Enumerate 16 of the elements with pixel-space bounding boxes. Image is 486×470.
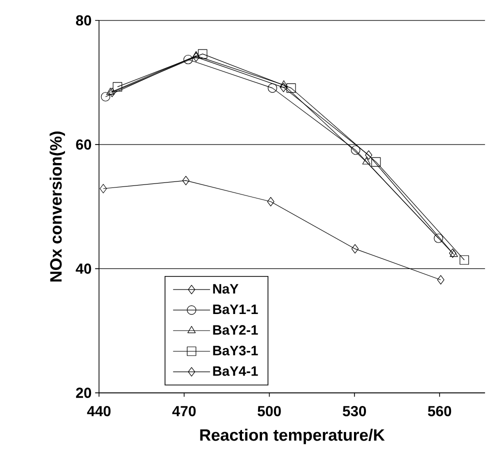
- x-axis-title: Reaction temperature/K: [200, 428, 385, 444]
- legend-label: BaY4-1: [213, 366, 258, 376]
- legend-label: BaY2-1: [213, 325, 258, 335]
- x-tick-label: 560: [428, 406, 452, 416]
- y-axis-title: NOx conversion(%): [50, 132, 66, 282]
- y-tick-label: 60: [76, 140, 92, 150]
- y-tick-label: 80: [76, 15, 92, 26]
- x-tick-label: 470: [172, 406, 196, 416]
- x-tick-label: 500: [258, 406, 281, 416]
- legend-label: BaY1-1: [213, 304, 258, 314]
- x-tick-label: 440: [87, 406, 111, 416]
- legend-label: NaY: [213, 284, 238, 294]
- y-tick-label: 20: [76, 388, 92, 398]
- x-tick-label: 530: [342, 406, 366, 416]
- legend-label: BaY3-1: [213, 346, 258, 356]
- y-tick-label: 40: [76, 264, 92, 274]
